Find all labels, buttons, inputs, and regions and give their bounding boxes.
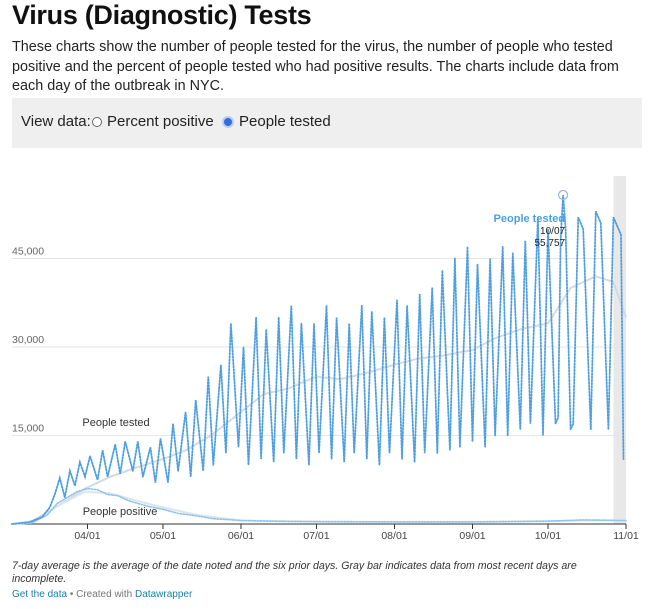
x-tick-label: 06/01 xyxy=(228,530,254,542)
x-tick-label: 05/01 xyxy=(150,530,176,542)
people-positive-line xyxy=(11,487,627,525)
radio-percent-positive-label: Percent positive xyxy=(107,113,214,130)
radio-percent-positive[interactable]: Percent positive xyxy=(92,113,214,130)
y-tick-label: 15,000 xyxy=(12,423,44,435)
footnote: 7-day average is the average of the date… xyxy=(12,560,577,585)
tests-line-chart: 15,000 30,000 45,000 04/01 05/01 06/01 07/01 08… xyxy=(11,176,639,542)
footer-links: Get the data • Created with Datawrapper xyxy=(12,589,192,600)
y-tick-label: 45,000 xyxy=(12,246,44,258)
people-tested-line xyxy=(11,194,625,525)
highlight-series-name: People tested xyxy=(494,213,566,225)
view-data-controls: View data: Percent positive People teste… xyxy=(12,98,642,148)
radio-people-tested[interactable]: People tested xyxy=(222,113,331,130)
page-title: Virus (Diagnostic) Tests xyxy=(12,0,312,30)
datawrapper-link[interactable]: Datawrapper xyxy=(135,589,193,600)
people-positive-series-label: People positive xyxy=(83,506,158,518)
view-data-label: View data: xyxy=(21,113,91,130)
x-tick-label: 07/01 xyxy=(303,530,329,542)
x-tick-label: 08/01 xyxy=(381,530,407,542)
people-tested-series-label: People tested xyxy=(82,417,149,429)
radio-people-tested-label: People tested xyxy=(239,113,331,130)
people-tested-average-line xyxy=(11,275,627,525)
x-tick-label: 10/01 xyxy=(535,530,561,542)
created-with-text: • Created with xyxy=(67,589,136,600)
radio-unchecked-icon[interactable] xyxy=(92,116,102,127)
incomplete-data-bar xyxy=(613,176,626,524)
x-tick-label: 04/01 xyxy=(74,530,100,542)
y-tick-label: 30,000 xyxy=(12,334,44,346)
chart-description: These charts show the number of people t… xyxy=(12,39,619,94)
x-tick-label: 09/01 xyxy=(459,530,485,542)
highlight-date: 10/07 xyxy=(540,226,565,237)
get-the-data-link[interactable]: Get the data xyxy=(12,589,68,600)
highlight-marker xyxy=(557,189,569,201)
radio-checked-icon[interactable] xyxy=(222,115,234,128)
highlight-value: 55,757 xyxy=(534,238,565,249)
x-tick-label: 11/01 xyxy=(613,530,639,542)
